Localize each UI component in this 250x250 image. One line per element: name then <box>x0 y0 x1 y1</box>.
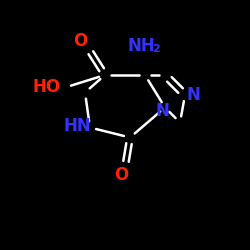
Text: O: O <box>73 32 87 50</box>
Text: NH: NH <box>128 37 155 55</box>
Text: HO: HO <box>32 78 60 96</box>
Text: 2: 2 <box>152 44 160 54</box>
Text: HN: HN <box>64 117 92 135</box>
Text: N: N <box>156 102 170 120</box>
Text: O: O <box>114 166 128 184</box>
Text: N: N <box>187 86 201 104</box>
